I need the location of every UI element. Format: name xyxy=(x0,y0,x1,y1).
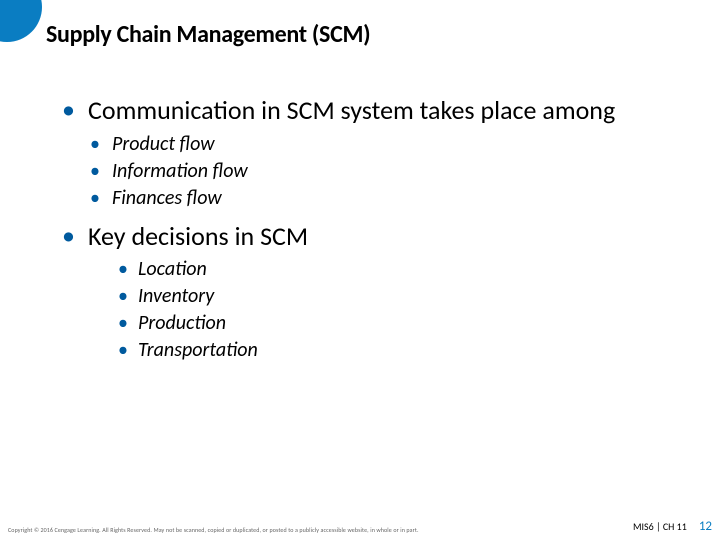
slide-footer: Copyright © 2016 Cengage Learning. All R… xyxy=(8,519,712,534)
copyright-text: Copyright © 2016 Cengage Learning. All R… xyxy=(8,526,419,534)
page-number: 12 xyxy=(699,519,712,534)
bullet-level2: Product flow xyxy=(90,132,680,157)
bullet-group-1: Communication in SCM system takes place … xyxy=(62,95,680,211)
slide-title: Supply Chain Management (SCM) xyxy=(46,20,370,49)
bullet-level3: Transportation xyxy=(118,338,680,363)
bullet-level2: Finances flow xyxy=(90,186,680,211)
slide-body: Communication in SCM system takes place … xyxy=(62,95,680,365)
chapter-label: MIS6 | CH 11 xyxy=(633,520,687,533)
footer-right: MIS6 | CH 11 12 xyxy=(633,519,712,534)
bullet-level3: Location xyxy=(118,257,680,282)
bullet-group-2: Key decisions in SCM Location Inventory … xyxy=(62,221,680,364)
bullet-level3: Inventory xyxy=(118,284,680,309)
bullet-level1: Key decisions in SCM xyxy=(62,221,680,252)
bullet-level3: Production xyxy=(118,311,680,336)
bullet-level1: Communication in SCM system takes place … xyxy=(62,95,680,126)
bullet-level2: Information flow xyxy=(90,159,680,184)
slide-container: Supply Chain Management (SCM) Communicat… xyxy=(0,0,720,540)
accent-circle xyxy=(0,0,42,42)
